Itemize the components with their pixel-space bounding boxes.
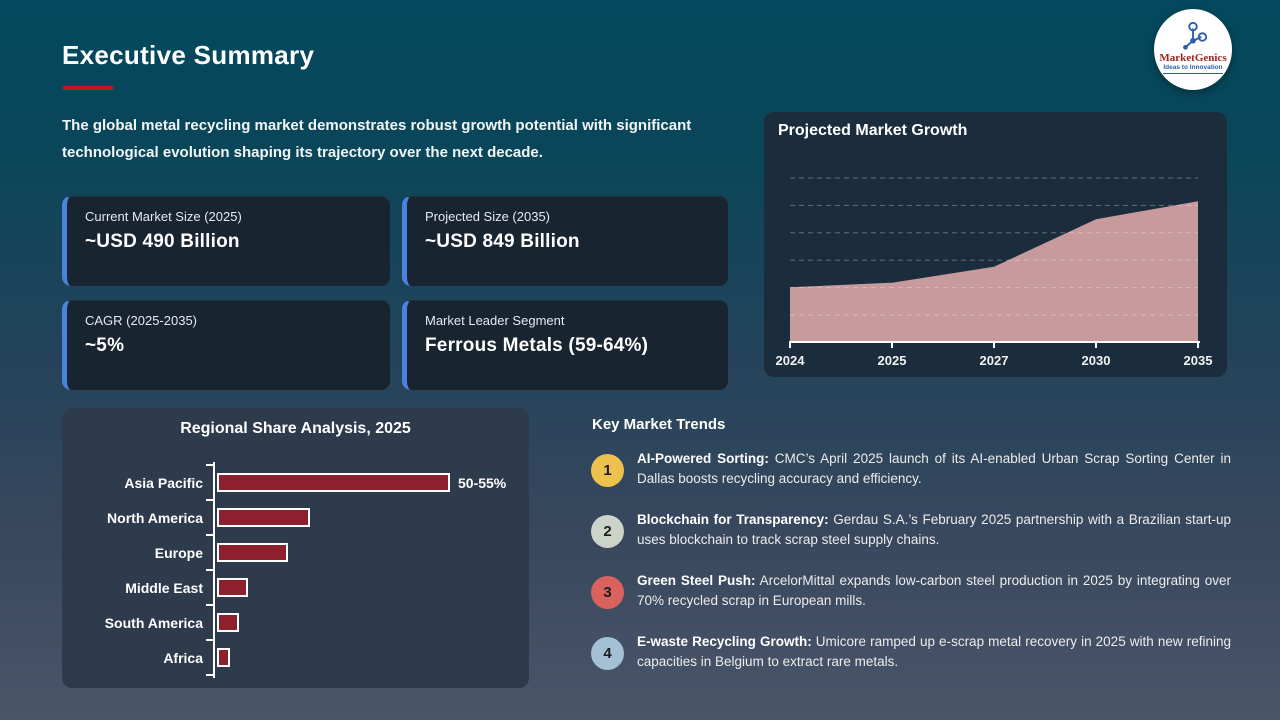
category-axis — [213, 462, 215, 678]
area-series — [790, 201, 1198, 342]
bar-row: Africa — [62, 640, 529, 675]
stat-card-projected-size: Projected Size (2035) ~USD 849 Billion — [402, 196, 728, 286]
bar-category-label: Europe — [154, 544, 203, 561]
marketgenics-logo: MarketGenics Ideas to Innovation — [1154, 9, 1232, 90]
bar-value-label: 50-55% — [458, 474, 507, 491]
trend-item-ewaste: 4 E-waste Recycling Growth: Umicore ramp… — [591, 632, 1239, 679]
axis-tick — [206, 499, 213, 501]
trend-number-badge: 4 — [591, 637, 624, 670]
axis-tick — [206, 639, 213, 641]
stat-card-value: ~USD 490 Billion — [85, 231, 240, 252]
molecule-icon — [1183, 21, 1208, 50]
bar-category-label: Asia Pacific — [124, 474, 203, 491]
trend-title: Green Steel Push: — [637, 573, 756, 588]
trend-text: Blockchain for Transparency: Gerdau S.A.… — [637, 510, 1231, 557]
trend-item-ai-powered-sorting: 1 AI-Powered Sorting: CMC’s April 2025 l… — [591, 449, 1239, 496]
projected-market-growth-panel: Projected Market Growth 2024 2025 2027 2030… — [764, 112, 1227, 377]
regional-bar-chart: Asia Pacific 50-55% North America Europe Mid… — [62, 462, 529, 678]
logo-brand-text: MarketGenics — [1159, 52, 1227, 64]
bar-row: Europe — [62, 535, 529, 570]
bar — [217, 473, 450, 492]
bar — [217, 613, 239, 632]
bar-row: Middle East — [62, 570, 529, 605]
growth-area-chart: 2024 2025 2027 2030 2035 — [776, 177, 1213, 368]
stat-card-label: Projected Size (2035) — [425, 209, 551, 224]
growth-chart-title: Projected Market Growth — [778, 122, 968, 139]
trend-number-badge: 3 — [591, 576, 624, 609]
stat-card-value: ~5% — [85, 335, 125, 356]
logo-tagline-text: Ideas to Innovation — [1163, 64, 1223, 74]
x-axis-label: 2024 — [776, 353, 806, 368]
key-market-trends: Key Market Trends 1 AI-Powered Sorting: … — [591, 408, 1239, 693]
bar — [217, 508, 310, 527]
stat-card-label: Market Leader Segment — [425, 313, 565, 328]
bar — [217, 648, 230, 667]
bar-row: North America — [62, 500, 529, 535]
trend-text: E-waste Recycling Growth: Umicore ramped… — [637, 632, 1231, 679]
trends-title: Key Market Trends — [592, 416, 726, 433]
title-underline — [63, 86, 113, 90]
trend-title: E-waste Recycling Growth: — [637, 634, 812, 649]
stat-card-label: CAGR (2025-2035) — [85, 313, 197, 328]
bar-category-label: South America — [104, 614, 203, 631]
trend-number-badge: 2 — [591, 515, 624, 548]
trend-number-badge: 1 — [591, 454, 624, 487]
trend-item-blockchain: 2 Blockchain for Transparency: Gerdau S.… — [591, 510, 1239, 557]
x-axis-label: 2027 — [980, 353, 1009, 368]
stat-card-cagr: CAGR (2025-2035) ~5% — [62, 300, 390, 390]
trend-body: Umicore ramped up e-scrap metal recovery… — [637, 634, 1231, 669]
trend-body: Gerdau S.A.’s February 2025 partnership … — [637, 512, 1231, 547]
x-axis-label: 2035 — [1184, 353, 1213, 368]
regional-chart-title: Regional Share Analysis, 2025 — [180, 420, 411, 437]
x-axis-label: 2030 — [1082, 353, 1111, 368]
axis-tick — [206, 674, 213, 676]
stat-card-current-market-size: Current Market Size (2025) ~USD 490 Bill… — [62, 196, 390, 286]
trend-text: Green Steel Push: ArcelorMittal expands … — [637, 571, 1231, 618]
bar-category-label: Middle East — [125, 579, 203, 596]
bar-category-label: North America — [107, 509, 203, 526]
trend-item-green-steel: 3 Green Steel Push: ArcelorMittal expand… — [591, 571, 1239, 618]
stat-card-value: Ferrous Metals (59-64%) — [425, 335, 649, 356]
bar — [217, 543, 288, 562]
axis-tick — [206, 464, 213, 466]
trend-body: CMC’s April 2025 launch of its AI-enable… — [637, 451, 1231, 486]
stat-card-market-leader: Market Leader Segment Ferrous Metals (59… — [402, 300, 728, 390]
bar — [217, 578, 248, 597]
trend-body: ArcelorMittal expands low-carbon steel p… — [637, 573, 1231, 608]
bar-row: Asia Pacific 50-55% — [62, 465, 529, 500]
x-axis-label: 2025 — [878, 353, 907, 368]
stat-card-label: Current Market Size (2025) — [85, 209, 242, 224]
trend-title: AI-Powered Sorting: — [637, 451, 769, 466]
trend-title: Blockchain for Transparency: — [637, 512, 829, 527]
stat-card-value: ~USD 849 Billion — [425, 231, 580, 252]
axis-tick — [206, 534, 213, 536]
stat-cards: Current Market Size (2025) ~USD 490 Bill… — [62, 196, 728, 390]
bar-category-label: Africa — [163, 649, 203, 666]
regional-share-panel: Regional Share Analysis, 2025 Asia Pacif… — [62, 408, 529, 688]
axis-tick — [206, 604, 213, 606]
axis-tick — [206, 569, 213, 571]
page-title: Executive Summary — [62, 40, 315, 70]
bar-row: South America — [62, 605, 529, 640]
trend-text: AI-Powered Sorting: CMC’s April 2025 lau… — [637, 449, 1231, 496]
intro-paragraph: The global metal recycling market demons… — [62, 117, 692, 161]
